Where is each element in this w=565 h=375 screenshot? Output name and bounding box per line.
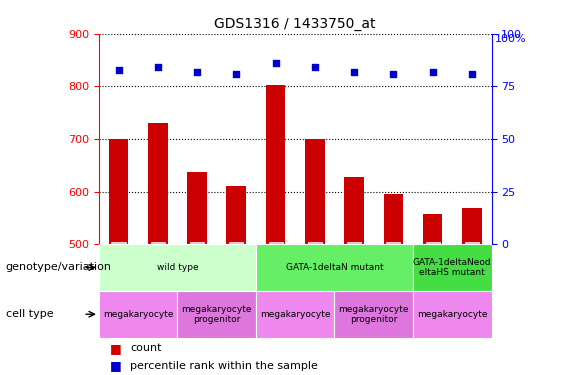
Bar <box>344 177 364 244</box>
Point <box>467 71 476 77</box>
Bar <box>462 209 482 244</box>
Point <box>428 69 437 75</box>
Bar <box>305 139 325 244</box>
Bar <box>413 291 492 338</box>
Bar <box>99 291 177 338</box>
Bar <box>413 244 492 291</box>
Point <box>232 71 241 77</box>
Text: ■: ■ <box>110 359 122 372</box>
Bar <box>334 291 413 338</box>
Text: GSM45794: GSM45794 <box>428 244 438 297</box>
Bar <box>423 214 442 244</box>
Point <box>153 64 162 70</box>
Bar <box>99 244 256 291</box>
Text: megakaryocyte
progenitor: megakaryocyte progenitor <box>181 304 252 324</box>
Text: megakaryocyte
progenitor: megakaryocyte progenitor <box>338 304 409 324</box>
Text: GSM45786: GSM45786 <box>114 244 124 297</box>
Text: GSM45789: GSM45789 <box>310 244 320 297</box>
Text: megakaryocyte: megakaryocyte <box>260 310 331 319</box>
Bar <box>256 291 334 338</box>
Point <box>310 64 319 70</box>
Text: GSM45791: GSM45791 <box>231 244 241 297</box>
Text: cell type: cell type <box>6 309 53 319</box>
Bar <box>227 186 246 244</box>
Point <box>350 69 359 75</box>
Text: count: count <box>130 343 162 353</box>
Text: ■: ■ <box>110 342 122 355</box>
Text: megakaryocyte: megakaryocyte <box>417 310 488 319</box>
Text: GATA-1deltaN mutant: GATA-1deltaN mutant <box>286 263 383 272</box>
Text: wild type: wild type <box>157 263 198 272</box>
Point <box>114 66 123 72</box>
Point <box>389 71 398 77</box>
Text: GSM45795: GSM45795 <box>467 244 477 297</box>
Bar <box>187 172 207 244</box>
Text: megakaryocyte: megakaryocyte <box>103 310 173 319</box>
Bar <box>256 244 413 291</box>
Point <box>271 60 280 66</box>
Bar <box>108 139 128 244</box>
Text: GSM45793: GSM45793 <box>388 244 398 297</box>
Point <box>193 69 202 75</box>
Text: genotype/variation: genotype/variation <box>6 262 112 273</box>
Bar <box>384 194 403 244</box>
Text: GSM45788: GSM45788 <box>271 244 281 297</box>
Text: GSM45790: GSM45790 <box>192 244 202 297</box>
Bar <box>148 123 168 244</box>
Text: 100%: 100% <box>494 34 526 44</box>
Text: percentile rank within the sample: percentile rank within the sample <box>130 361 318 370</box>
Text: GATA-1deltaNeod
eltaHS mutant: GATA-1deltaNeod eltaHS mutant <box>413 258 492 277</box>
Text: GSM45787: GSM45787 <box>153 244 163 297</box>
Bar <box>177 291 256 338</box>
Text: GSM45792: GSM45792 <box>349 244 359 297</box>
Bar <box>266 85 285 244</box>
Title: GDS1316 / 1433750_at: GDS1316 / 1433750_at <box>215 17 376 32</box>
